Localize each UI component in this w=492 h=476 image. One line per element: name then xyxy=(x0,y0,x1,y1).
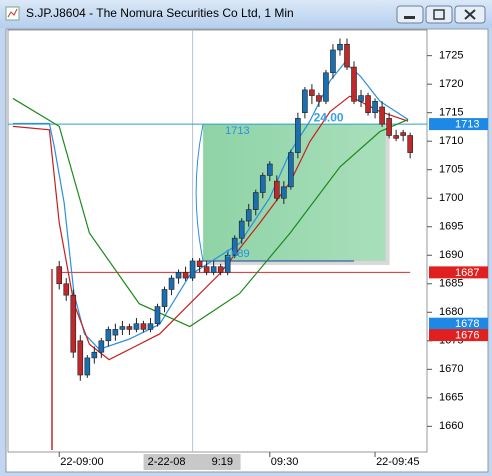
candle-body xyxy=(274,180,280,199)
candle-body xyxy=(175,272,182,279)
app-icon-glyph xyxy=(7,8,18,18)
y-tick-label: 1705 xyxy=(439,164,463,176)
range-top-label: 1713 xyxy=(225,125,249,137)
candle-body xyxy=(168,277,175,290)
close-glyph xyxy=(464,9,476,20)
range-bottom-label: 1689 xyxy=(225,248,249,260)
price-label-bg xyxy=(429,118,488,131)
candle-body xyxy=(379,106,385,125)
candle-body xyxy=(238,220,245,239)
candle-body xyxy=(126,326,133,330)
candle-body xyxy=(147,323,154,330)
y-tick-label: 1670 xyxy=(439,363,463,375)
candle-body xyxy=(203,266,210,273)
x-tick-label: 22-09:00 xyxy=(60,456,103,468)
candle-body xyxy=(252,192,259,210)
y-tick-label: 1710 xyxy=(439,135,463,147)
candle-body xyxy=(196,260,203,267)
candle-body xyxy=(337,43,343,51)
price-label: 1678 xyxy=(455,318,479,330)
chart-layer: 1660166516701675168016851690169517001705… xyxy=(8,30,488,470)
x-tick-label: 09:30 xyxy=(271,456,299,468)
candle-body xyxy=(259,175,266,193)
candle-body xyxy=(365,95,371,113)
candle-body xyxy=(372,100,378,113)
cursor-date: 2-22-08 xyxy=(148,456,186,468)
candle-body xyxy=(386,118,392,136)
y-tick-label: 1695 xyxy=(439,221,463,233)
candle-body xyxy=(91,351,98,359)
maximize-button[interactable] xyxy=(425,5,453,24)
cursor-label-bg xyxy=(143,454,241,470)
candle-body xyxy=(182,272,189,279)
y-tick-label: 1700 xyxy=(439,192,463,204)
moving-average xyxy=(12,97,409,328)
candle-body xyxy=(98,340,105,353)
minimize-button[interactable] xyxy=(396,5,424,24)
cursor-time: 9:19 xyxy=(212,456,233,468)
candle-body xyxy=(189,260,196,279)
candle-body xyxy=(407,135,413,153)
x-tick-label: 22-09:45 xyxy=(376,456,419,468)
candle-body xyxy=(309,89,315,96)
candle-body xyxy=(63,283,70,296)
y-tick-label: 1690 xyxy=(439,249,463,261)
candle-body xyxy=(358,95,364,102)
candle-body xyxy=(161,289,168,307)
candle-body xyxy=(316,95,322,102)
candle-body xyxy=(112,329,119,336)
candle-body xyxy=(70,294,77,353)
price-label: 1687 xyxy=(455,267,479,279)
window-title: S.JP.J8604 - The Nomura Securities Co Lt… xyxy=(26,6,294,20)
candle-body xyxy=(140,323,147,330)
candle-body xyxy=(133,323,140,330)
y-tick-label: 1720 xyxy=(439,78,463,90)
candle-body xyxy=(224,254,231,273)
range-box-arc xyxy=(195,123,204,262)
candle-body xyxy=(302,89,308,113)
candle-body xyxy=(154,306,161,324)
y-tick-label: 1725 xyxy=(439,50,463,62)
range-diff-label: 24.00 xyxy=(314,110,344,124)
price-label-bg xyxy=(429,266,488,279)
y-tick-label: 1715 xyxy=(439,107,463,119)
candle-body xyxy=(231,237,238,256)
candle-body xyxy=(77,340,84,376)
y-tick-label: 1665 xyxy=(439,392,463,404)
minimize-glyph xyxy=(404,16,415,19)
price-label: 1713 xyxy=(455,119,479,131)
price-label-bg xyxy=(429,329,488,342)
candle-body xyxy=(119,326,126,330)
candle-body xyxy=(288,152,294,188)
candle-body xyxy=(393,135,399,139)
candle-body xyxy=(105,329,112,342)
moving-average xyxy=(12,95,409,361)
price-label: 1676 xyxy=(455,330,479,342)
candle-body xyxy=(295,118,301,153)
candle-body xyxy=(84,357,91,376)
candle-body xyxy=(210,266,217,273)
candle-body xyxy=(245,209,252,222)
candle-body xyxy=(56,266,63,285)
candle-body xyxy=(400,132,406,136)
candle-body xyxy=(351,66,357,102)
candle-body xyxy=(323,72,329,102)
candle-body xyxy=(217,266,224,273)
maximize-glyph xyxy=(433,9,445,20)
y-tick-label: 1660 xyxy=(439,420,463,432)
y-tick-label: 1685 xyxy=(439,278,463,290)
candle-body xyxy=(330,49,336,74)
candle-body xyxy=(266,163,273,176)
candle-body xyxy=(281,186,287,199)
y-tick-label: 1680 xyxy=(439,306,463,318)
candle-body xyxy=(344,43,350,68)
price-label-bg xyxy=(429,317,488,330)
